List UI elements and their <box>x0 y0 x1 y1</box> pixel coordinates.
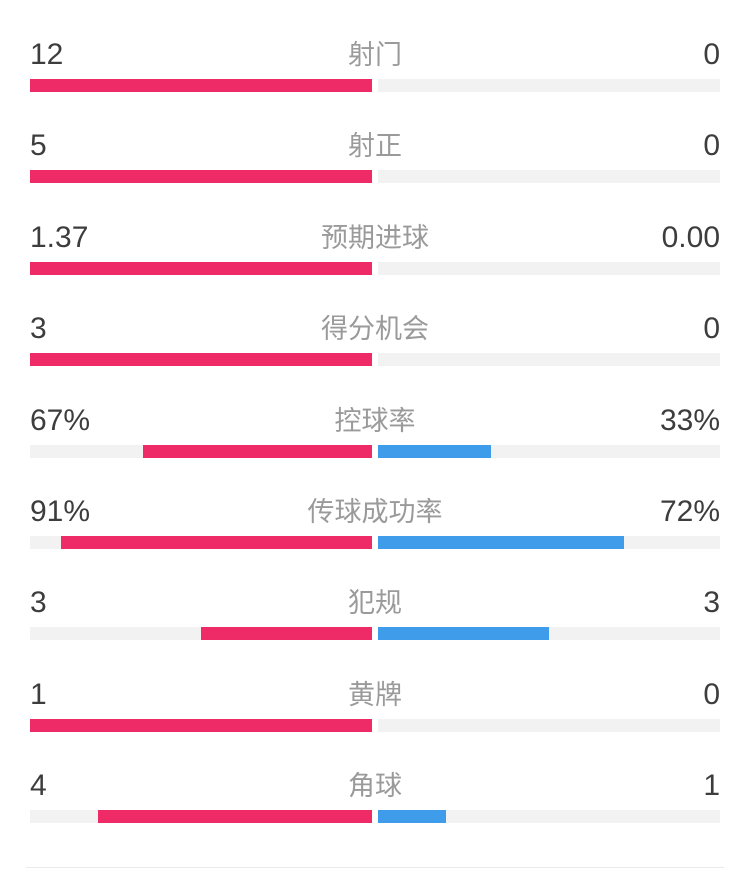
home-bar-track <box>30 444 372 458</box>
away-bar-track <box>378 170 720 184</box>
stat-row-corners: 4 角球 1 <box>30 770 720 861</box>
comparison-bar <box>30 261 720 275</box>
away-bar-track <box>378 718 720 732</box>
away-value: 0 <box>703 312 720 346</box>
home-value: 3 <box>30 312 47 346</box>
home-bar-track <box>30 810 372 824</box>
stat-label: 射正 <box>348 131 402 162</box>
home-bar-fill <box>142 444 372 458</box>
home-bar-fill <box>30 261 372 275</box>
stat-row-big-chances: 3 得分机会 0 <box>30 313 720 404</box>
away-value: 0 <box>703 38 720 71</box>
bottom-divider <box>26 866 724 868</box>
home-bar-fill <box>60 535 372 549</box>
home-value: 1 <box>30 677 47 711</box>
stat-label: 传球成功率 <box>307 496 443 527</box>
away-bar-track <box>378 79 720 92</box>
away-bar-track <box>378 535 720 549</box>
stat-label: 预期进球 <box>321 222 429 253</box>
stat-labels: 12 射门 0 <box>30 39 720 71</box>
comparison-bar <box>30 170 720 184</box>
stat-row-possession: 67% 控球率 33% <box>30 403 720 496</box>
home-bar-fill <box>30 170 372 184</box>
home-bar-track <box>30 170 372 184</box>
stat-row-yellow-cards: 1 黄牌 0 <box>30 677 720 770</box>
stat-labels: 91% 传球成功率 72% <box>30 494 720 528</box>
home-value: 4 <box>30 769 47 803</box>
comparison-bar <box>30 79 720 92</box>
home-bar-fill <box>30 718 372 732</box>
stat-row-expected-goals: 1.37 预期进球 0.00 <box>30 220 720 313</box>
home-bar-fill <box>98 810 372 824</box>
stat-label: 射门 <box>348 40 402 70</box>
stat-labels: 3 得分机会 0 <box>30 313 720 345</box>
stat-labels: 5 射正 0 <box>30 130 720 162</box>
home-bar-track <box>30 79 372 92</box>
away-value: 3 <box>703 586 720 620</box>
away-value: 0 <box>703 129 720 163</box>
away-value: 0 <box>703 677 720 711</box>
stat-labels: 1.37 预期进球 0.00 <box>30 220 720 254</box>
stat-label: 控球率 <box>334 405 416 436</box>
stat-label: 得分机会 <box>321 314 429 345</box>
away-value: 33% <box>659 403 720 437</box>
stat-row-fouls: 3 犯规 3 <box>30 587 720 678</box>
home-value: 91% <box>30 494 91 528</box>
comparison-bar <box>30 627 720 641</box>
away-value: 0.00 <box>661 220 720 254</box>
stat-labels: 67% 控球率 33% <box>30 403 720 437</box>
away-bar-track <box>378 627 720 641</box>
away-bar-track <box>378 261 720 275</box>
stat-labels: 4 角球 1 <box>30 770 720 802</box>
home-bar-track <box>30 718 372 732</box>
stat-row-shots: 12 射门 0 <box>30 39 720 130</box>
home-bar-track <box>30 535 372 549</box>
comparison-bar <box>30 718 720 732</box>
comparison-bar <box>30 444 720 458</box>
home-bar-track <box>30 353 372 367</box>
away-bar-fill <box>378 535 625 549</box>
stat-labels: 1 黄牌 0 <box>30 677 720 711</box>
home-value: 1.37 <box>30 220 89 254</box>
comparison-bar <box>30 535 720 549</box>
home-value: 67% <box>30 403 91 437</box>
home-value: 5 <box>30 129 47 163</box>
home-value: 3 <box>30 586 47 620</box>
stat-label: 黄牌 <box>348 679 402 710</box>
away-bar-track <box>378 810 720 824</box>
home-bar-track <box>30 261 372 275</box>
away-bar-fill <box>378 627 549 641</box>
away-value: 1 <box>703 769 720 803</box>
stat-label: 角球 <box>348 771 402 802</box>
stat-row-pass-accuracy: 91% 传球成功率 72% <box>30 494 720 587</box>
away-bar-fill <box>378 810 447 824</box>
home-bar-fill <box>30 79 372 92</box>
stat-label: 犯规 <box>348 588 402 619</box>
home-value: 12 <box>30 38 64 71</box>
away-bar-fill <box>378 444 491 458</box>
away-value: 72% <box>659 494 720 528</box>
stat-row-shots-on-target: 5 射正 0 <box>30 130 720 221</box>
home-bar-fill <box>30 353 372 367</box>
home-bar-fill <box>201 627 372 641</box>
away-bar-track <box>378 353 720 367</box>
away-bar-track <box>378 444 720 458</box>
stat-labels: 3 犯规 3 <box>30 587 720 619</box>
home-bar-track <box>30 627 372 641</box>
comparison-bar <box>30 353 720 367</box>
comparison-bar <box>30 810 720 824</box>
